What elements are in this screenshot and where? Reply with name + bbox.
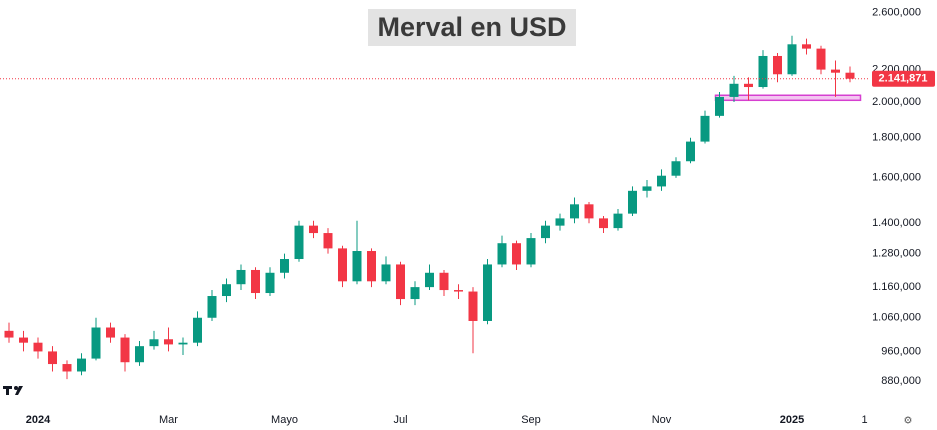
y-tick-label: 1.280,000 [872,248,921,260]
candle-body [280,259,289,273]
candle-body [613,213,623,229]
candle-body [802,44,811,49]
y-tick-label: 1.800,000 [872,132,921,144]
candle-body [149,339,159,347]
candle-body [758,55,768,88]
candle-body [729,83,739,97]
candle-body [570,204,579,219]
chart-title: Merval en USD [377,12,566,42]
y-tick-label: 2.600,000 [872,7,921,19]
candle-body [19,337,28,343]
last-price-label: 2.141,871 [879,73,928,85]
candle-body [425,272,434,288]
candle-body [555,218,565,226]
candle-body [193,317,202,343]
x-tick-label: Jul [393,414,407,426]
candle-body [831,69,840,73]
x-tick-label: Sep [521,414,541,426]
candle-body [338,248,347,282]
candle-body [671,161,681,176]
y-tick-label: 1.060,000 [872,312,921,324]
y-tick-label: 1.160,000 [872,281,921,293]
candle-body [120,337,130,363]
title-box [368,9,576,46]
candle-body [642,186,652,191]
candle-body [91,327,101,359]
candle-body [164,339,173,345]
x-tick-label: Mayo [271,414,298,426]
candle-body [483,264,492,321]
candle-body [4,330,14,338]
candle-body [468,291,478,321]
x-tick-label: Nov [652,414,672,426]
candle-body [584,204,594,219]
candle-body [48,351,57,365]
candle-body [715,96,724,116]
candle-body [512,243,521,265]
candle-body [236,269,246,285]
candle-body [265,272,275,294]
candle-body [599,218,608,229]
candle-body [497,243,507,265]
candle-body [77,358,86,372]
candle-body [439,272,449,291]
logo [3,386,23,395]
last-price-box [872,70,935,87]
x-tick-label: 2024 [26,414,51,426]
candle-body [381,264,391,282]
candle-body [541,225,550,239]
candle-body [628,190,637,214]
y-tick-label: 960,000 [881,345,921,357]
x-tick-label: Mar [159,414,178,426]
candle-body [33,342,43,352]
y-tick-label: 1.400,000 [872,217,921,229]
candle-body [207,296,217,318]
y-tick-label: 880,000 [881,375,921,387]
y-tick-label: 1.600,000 [872,172,921,184]
candle-body [657,175,666,187]
candle-body [845,72,855,79]
candle-body [700,115,710,142]
candle-body [367,251,376,282]
candle-body [410,287,420,300]
candle-body [396,264,405,300]
candle-body [135,346,144,363]
candle-body [309,225,318,234]
candle-body [62,364,72,372]
candle-body [787,44,797,75]
candle-body [222,284,231,297]
candle-body [178,342,188,345]
candle-body [251,269,260,294]
candle-body [454,290,463,292]
candle-body [352,251,362,282]
settings-icon[interactable]: ⚙ [904,416,913,427]
candle-body [744,83,753,88]
x-tick-label: 2025 [780,414,804,426]
y-tick-label: 2.000,000 [872,96,921,108]
candle-body [106,327,115,338]
candle-body [773,55,782,75]
x-tick-label: 1 [861,414,867,426]
candle-body [526,238,536,265]
candle-body [323,233,333,249]
candle-body [816,48,826,70]
candle-body [686,141,695,162]
candle-body [294,225,304,260]
